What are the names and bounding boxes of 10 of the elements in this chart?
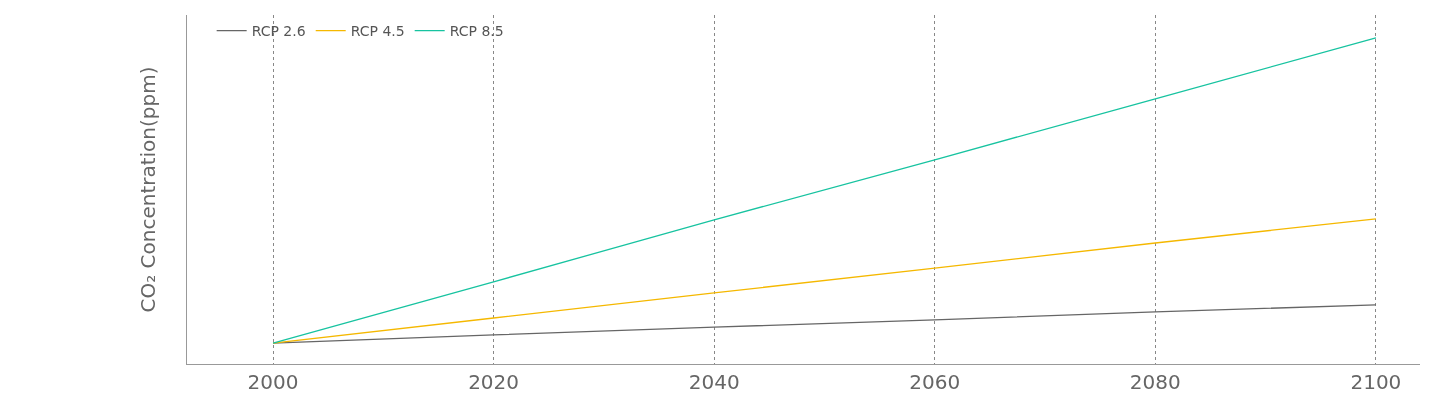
x-tick-label: 2060	[909, 370, 961, 394]
x-tick-label: 2100	[1350, 370, 1402, 394]
x-tick-label: 2080	[1129, 370, 1181, 394]
y-axis-title: CO₂ Concentration(ppm)	[135, 66, 160, 313]
legend-label: RCP 8.5	[449, 23, 504, 40]
x-tick-label: 2020	[468, 370, 520, 394]
legend-label: RCP 2.6	[251, 23, 306, 40]
x-tick-label: 2000	[247, 370, 299, 394]
x-tick-label: 2040	[688, 370, 740, 394]
legend-label: RCP 4.5	[350, 23, 405, 40]
